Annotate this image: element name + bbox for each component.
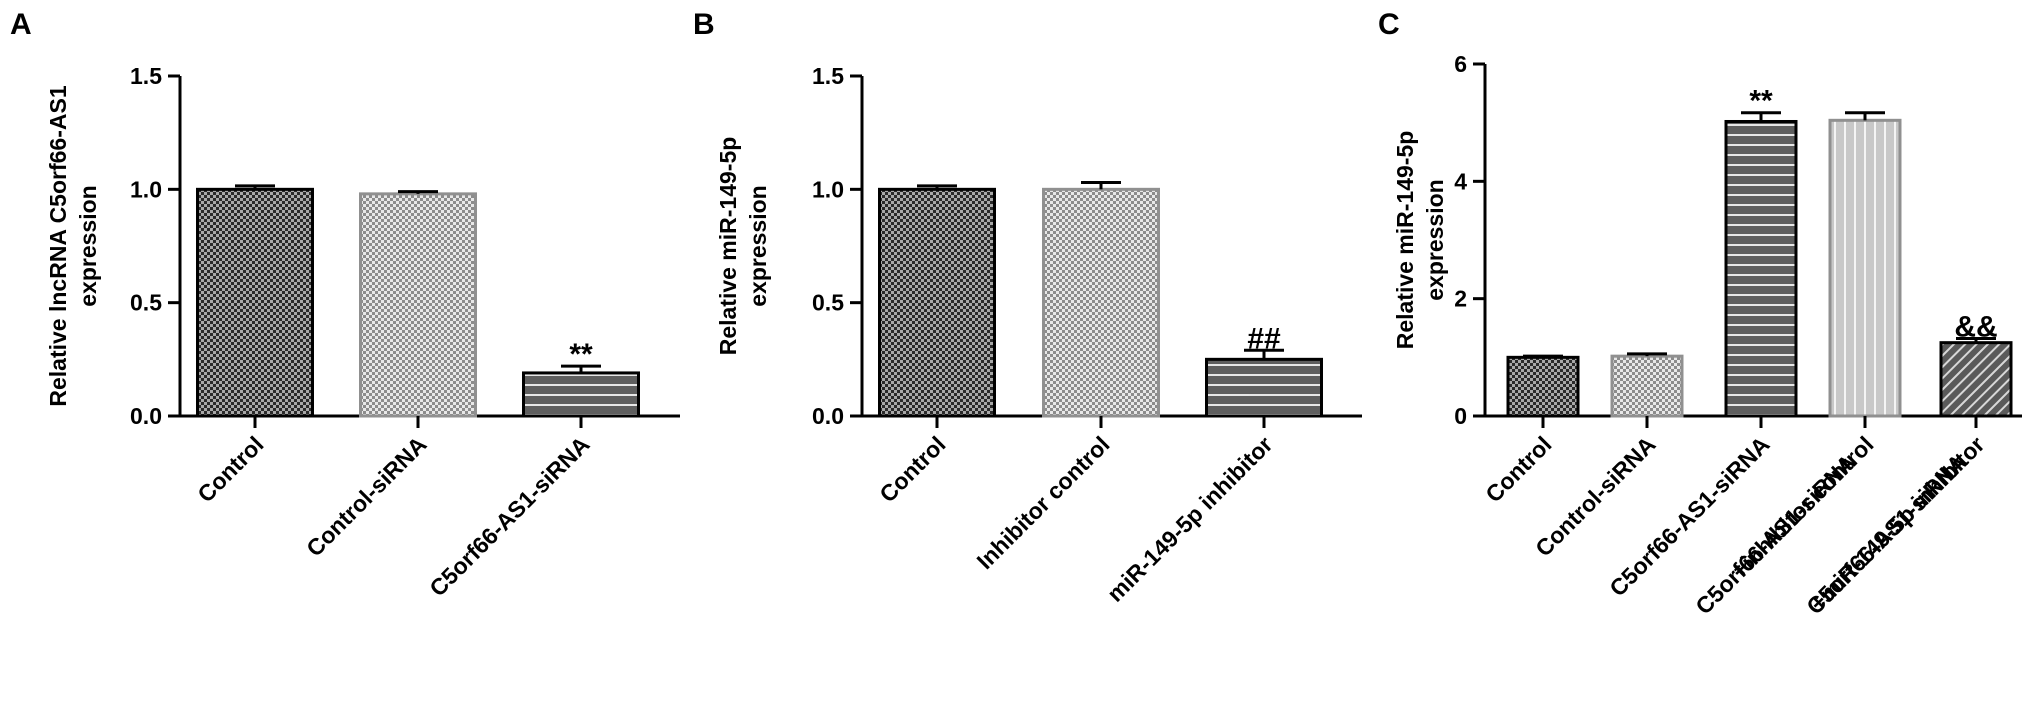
panel-c: Relative miR-149-5p expression 0 2 4 6 Control… [1392, 51, 2022, 619]
y-tick-label: 0.0 [130, 403, 162, 429]
bar [878, 187, 996, 418]
bar [1828, 118, 1902, 418]
bar [1724, 119, 1798, 418]
panel-a: Relative lncRNA C5orf66-AS1 expression 0.0… [45, 63, 680, 601]
y-tick-label: 4 [1454, 168, 1467, 194]
x-category-label: Control [1480, 431, 1556, 507]
y-tick-label: 1.0 [130, 176, 162, 202]
bar [196, 187, 314, 418]
panel-letter-a: A [10, 8, 32, 41]
y-tick-label: 6 [1454, 51, 1467, 77]
y-axis-label-line: Relative miR-149-5p [1392, 131, 1418, 350]
significance-annotation: ** [569, 338, 593, 371]
y-tick-label: 1.0 [812, 176, 844, 202]
y-tick-label: 0.0 [812, 403, 844, 429]
panel-letter-c: C [1378, 8, 1400, 41]
y-tick-label: 1.5 [812, 63, 844, 89]
x-category-label: Control [192, 431, 268, 507]
x-category-label: C5orf66-AS1-siRNA [424, 431, 594, 601]
significance-annotation: && [1954, 311, 1997, 344]
bar [1506, 355, 1580, 418]
x-category-label: Inhibitor control [971, 431, 1114, 574]
y-tick-label: 0 [1454, 403, 1467, 429]
bar [1205, 357, 1323, 418]
bar [1042, 187, 1160, 418]
y-tick-label: 2 [1454, 286, 1467, 312]
y-axis-label-line: expression [1422, 179, 1448, 300]
bar [1939, 341, 2013, 418]
y-tick-label: 1.5 [130, 63, 162, 89]
panel-letter-b: B [693, 8, 715, 41]
y-tick-label: 0.5 [130, 290, 162, 316]
y-axis-label-line: expression [745, 185, 771, 306]
bar [1610, 354, 1684, 418]
x-category-label: miR-149-5p inhibitor [1102, 431, 1278, 607]
bar [359, 192, 477, 418]
panel-b: Relative miR-149-5p expression 0.0 0.5 1.0 1.… [715, 63, 1362, 607]
significance-annotation: ## [1247, 322, 1281, 355]
bar [522, 371, 640, 418]
y-axis-label-line: Relative lncRNA C5orf66-AS1 [45, 85, 71, 406]
significance-annotation: ** [1749, 85, 1773, 118]
x-category-label: Control [874, 431, 950, 507]
y-axis-label-line: expression [75, 185, 101, 306]
x-category-label: Control-siRNA [301, 431, 431, 561]
y-tick-label: 0.5 [812, 290, 844, 316]
y-axis-label-line: Relative miR-149-5p [715, 137, 741, 356]
